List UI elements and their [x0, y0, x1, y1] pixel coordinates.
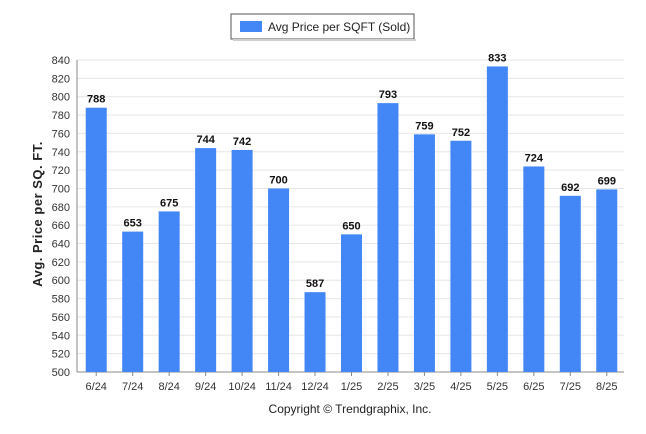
- bar: [450, 140, 472, 372]
- bar: [486, 66, 508, 373]
- y-tick-label: 540: [52, 330, 70, 342]
- y-tick-label: 820: [52, 73, 70, 85]
- x-tick-label: 10/24: [228, 381, 256, 393]
- bar-value-label: 724: [525, 152, 544, 164]
- bar: [158, 211, 180, 372]
- bar-value-label: 742: [233, 136, 251, 148]
- copyright-footer: Copyright © Trendgraphix, Inc.: [269, 402, 432, 416]
- bar: [268, 188, 290, 372]
- x-tick-label: 7/25: [560, 381, 581, 393]
- y-tick-label: 700: [52, 183, 70, 195]
- bar-value-label: 587: [306, 278, 324, 290]
- y-tick-label: 520: [52, 349, 70, 361]
- legend-shadow: [233, 39, 416, 41]
- y-tick-label: 660: [52, 220, 70, 232]
- y-tick-label: 680: [52, 202, 70, 214]
- legend-swatch: [240, 21, 262, 32]
- x-tick-label: 7/24: [122, 381, 143, 393]
- bar-value-label: 833: [488, 52, 506, 64]
- y-tick-label: 580: [52, 294, 70, 306]
- x-tick-label: 3/25: [414, 381, 435, 393]
- bar: [195, 148, 217, 372]
- bar: [523, 166, 545, 372]
- y-tick-label: 640: [52, 239, 70, 251]
- x-tick-label: 11/24: [265, 381, 292, 393]
- y-tick-label: 840: [52, 55, 70, 67]
- bar-value-label: 759: [415, 120, 433, 132]
- y-tick-label: 780: [52, 110, 70, 122]
- bar-value-label: 675: [160, 197, 178, 209]
- y-tick-label: 740: [52, 147, 70, 159]
- x-tick-label: 5/25: [487, 381, 508, 393]
- bar: [413, 134, 435, 372]
- bar: [341, 234, 362, 372]
- x-tick-label: 6/25: [523, 381, 544, 393]
- x-tick-label: 12/24: [301, 381, 329, 393]
- x-tick-label: 8/24: [158, 381, 179, 393]
- bar: [559, 195, 581, 372]
- bar: [231, 149, 253, 372]
- bar-value-label: 699: [598, 175, 616, 187]
- data-labels: 788 653 675 744 742 700 587 650 793 759 752 833 724 6…: [87, 52, 616, 290]
- y-tick-label: 500: [52, 367, 70, 379]
- bar-value-label: 650: [342, 220, 360, 232]
- legend-label: Avg Price per SQFT (Sold): [268, 20, 410, 34]
- y-axis-title: Avg. Price per SQ. FT.: [30, 141, 45, 287]
- y-tick-label: 800: [52, 92, 70, 104]
- y-tick-label: 560: [52, 312, 70, 324]
- bars: [85, 66, 618, 373]
- bar-value-label: 692: [561, 182, 579, 194]
- x-tick-label: 4/25: [450, 381, 471, 393]
- bar-value-label: 700: [269, 174, 287, 186]
- bar: [596, 189, 618, 372]
- x-tick-label: 8/25: [596, 381, 617, 393]
- bar-value-label: 744: [196, 134, 215, 146]
- legend: Avg Price per SQFT (Sold): [230, 13, 416, 41]
- bar-value-label: 793: [379, 89, 397, 101]
- bar-value-label: 653: [124, 218, 142, 230]
- x-tick-label: 6/24: [86, 381, 107, 393]
- x-tick-label: 1/25: [341, 381, 362, 393]
- bar: [122, 231, 144, 372]
- bar: [304, 292, 326, 372]
- y-tick-label: 720: [52, 165, 70, 177]
- x-tick-label: 2/25: [377, 381, 398, 393]
- bar-value-label: 752: [452, 127, 470, 139]
- x-tick-label: 9/24: [195, 381, 216, 393]
- bar: [85, 107, 107, 372]
- y-tick-label: 760: [52, 128, 70, 140]
- bar: [377, 103, 399, 373]
- y-tick-label: 600: [52, 275, 70, 287]
- bar-value-label: 788: [87, 94, 105, 106]
- y-tick-label: 620: [52, 257, 70, 269]
